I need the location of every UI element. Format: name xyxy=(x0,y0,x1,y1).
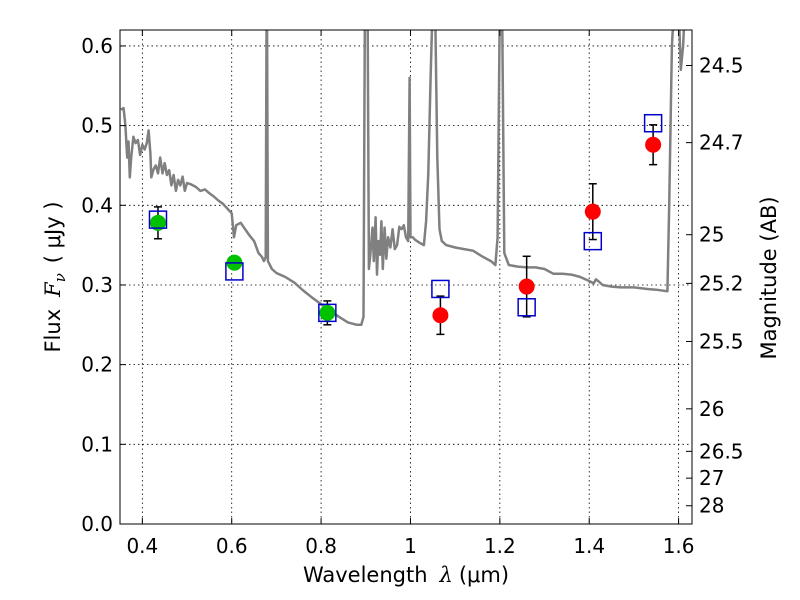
data-markers xyxy=(148,113,663,324)
x-axis-label-text: Wavelength xyxy=(303,563,428,587)
y2-tick-label: 25 xyxy=(699,223,724,247)
blue-model-square xyxy=(225,262,244,281)
y-tick-label: 0.6 xyxy=(81,34,113,58)
y-axis-label-text: Flux xyxy=(41,309,65,353)
green-data-point xyxy=(319,304,336,321)
y2-tick-label: 24.7 xyxy=(699,131,744,155)
y-tick-label: 0.4 xyxy=(81,193,113,217)
y2-axis-label: Magnitude (AB) xyxy=(757,196,781,359)
x-tick-label: 0.8 xyxy=(305,534,337,558)
x-axis-label-unit: (μm) xyxy=(459,563,509,587)
y-axis-label: Flux Fν ( μJy ) xyxy=(41,201,69,352)
y-tick-label: 0.2 xyxy=(81,353,113,377)
x-tick-label: 1.2 xyxy=(484,534,516,558)
y2-tick-label: 26.5 xyxy=(699,439,744,463)
red-data-point xyxy=(584,203,601,220)
green-data-point xyxy=(149,214,166,231)
red-data-point xyxy=(518,278,535,295)
y-tick-label: 0.1 xyxy=(81,432,113,456)
plot-background xyxy=(120,30,692,524)
red-data-point xyxy=(645,136,662,153)
y2-tick-label: 25.5 xyxy=(699,329,744,353)
ticks: 0.4 0.6 0.8 1 1.2 1.4 1.6 0.0 0.1 0.2 0.3 0.4 0.5 0.6… xyxy=(81,30,744,558)
x-axis-label: Wavelength λ (μm) xyxy=(303,563,509,587)
y-axis-label-subscript: ν xyxy=(51,273,69,282)
x-tick-label: 0.6 xyxy=(216,534,248,558)
y-tick-label: 0.5 xyxy=(81,114,113,138)
y-axis-label-unit: ( μJy ) xyxy=(41,201,65,263)
blue-model-square xyxy=(643,113,663,133)
y2-tick-label: 28 xyxy=(699,494,724,518)
y2-tick-label: 27 xyxy=(699,466,724,490)
y-tick-label: 0.0 xyxy=(81,512,113,536)
x-tick-label: 1.6 xyxy=(663,534,695,558)
blue-model-square xyxy=(517,298,536,317)
y2-tick-label: 26 xyxy=(699,397,724,421)
x-tick-label: 0.4 xyxy=(126,534,158,558)
x-tick-label: 1.4 xyxy=(573,534,605,558)
x-axis-label-symbol: λ xyxy=(439,563,453,587)
blue-model-square xyxy=(318,303,337,323)
plot-frame xyxy=(119,29,693,525)
y-tick-label: 0.3 xyxy=(81,273,113,297)
red-data-point xyxy=(432,307,449,324)
blue-model-square xyxy=(583,231,603,251)
blue-model-square xyxy=(148,210,168,229)
y2-tick-label: 25.2 xyxy=(699,271,744,295)
blue-model-square xyxy=(431,279,450,299)
x-tick-label: 1 xyxy=(404,534,417,558)
y2-tick-label: 24.5 xyxy=(699,54,744,78)
y-axis-label-symbol: F xyxy=(41,281,65,298)
